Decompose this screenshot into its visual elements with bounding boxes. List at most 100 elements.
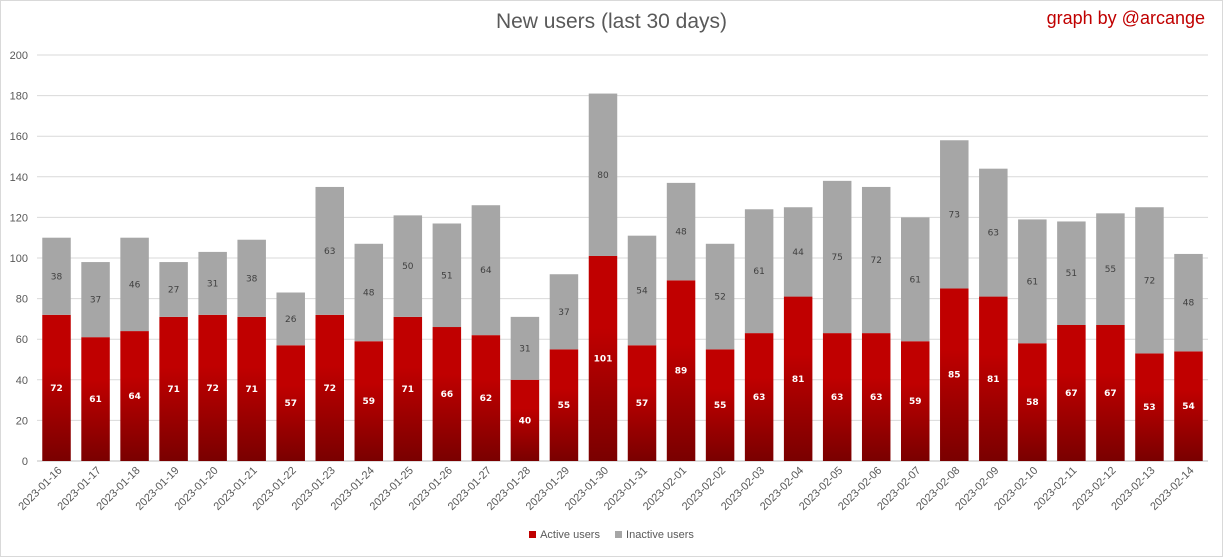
bars: 72 38 61 37 64 46 71 27 72 31 71 38 57 26 72 63 59 48 71 50… <box>42 93 1203 461</box>
y-tick-label: 80 <box>16 294 28 306</box>
data-label-inactive: 72 <box>1144 276 1155 286</box>
credit-label: graph by @arcange <box>1046 8 1205 28</box>
bar-active <box>783 296 813 461</box>
data-label-active: 101 <box>594 354 613 364</box>
bar-inactive <box>627 235 657 346</box>
data-label-inactive: 55 <box>1105 265 1116 275</box>
bar-active <box>159 316 188 461</box>
data-label-inactive: 51 <box>1066 269 1077 279</box>
data-label-active: 55 <box>714 401 727 411</box>
data-label-inactive: 48 <box>675 228 687 238</box>
bar-active <box>666 280 696 461</box>
bar-active <box>1174 351 1203 461</box>
bar-active <box>1096 324 1125 461</box>
y-tick-label: 0 <box>22 456 28 468</box>
bar-inactive <box>120 237 149 332</box>
bar-active <box>861 333 891 461</box>
bar-active <box>744 333 774 461</box>
bar-active <box>81 337 110 461</box>
bar-active <box>1135 353 1164 461</box>
bar-active <box>510 379 540 461</box>
y-tick-label: 160 <box>10 131 28 143</box>
data-label-active: 72 <box>323 384 336 394</box>
bar-inactive <box>705 243 735 350</box>
bar-active <box>979 296 1008 461</box>
data-label-active: 67 <box>1104 389 1117 399</box>
data-label-inactive: 46 <box>129 280 141 290</box>
y-tick-label: 180 <box>10 91 28 103</box>
bar-active <box>1018 343 1047 461</box>
bar-inactive <box>471 205 501 336</box>
bar-inactive <box>783 207 813 297</box>
data-label-inactive: 63 <box>324 247 335 257</box>
data-label-inactive: 73 <box>949 210 960 220</box>
data-label-inactive: 31 <box>207 279 218 289</box>
data-label-active: 71 <box>402 385 415 395</box>
data-label-active: 66 <box>441 390 454 400</box>
data-label-active: 55 <box>558 401 571 411</box>
bar-active <box>315 314 344 461</box>
data-label-active: 61 <box>89 395 102 405</box>
data-label-active: 57 <box>284 399 297 409</box>
y-tick-label: 40 <box>16 375 28 387</box>
bar-inactive <box>940 140 969 289</box>
data-label-active: 71 <box>245 385 258 395</box>
bar-active <box>588 255 618 461</box>
data-label-active: 57 <box>636 399 649 409</box>
legend-label-inactive: Inactive users <box>626 529 694 541</box>
data-label-inactive: 44 <box>792 248 804 258</box>
legend-item-active: Active users <box>529 529 600 541</box>
data-label-active: 67 <box>1065 389 1078 399</box>
data-label-inactive: 26 <box>285 315 297 325</box>
data-label-active: 72 <box>206 384 219 394</box>
bar-active <box>705 349 735 461</box>
bar-inactive <box>1057 221 1086 325</box>
data-label-active: 53 <box>1143 403 1156 413</box>
bar-inactive <box>81 262 110 338</box>
bar-inactive <box>237 239 266 317</box>
bar-inactive <box>901 217 930 342</box>
data-label-active: 59 <box>909 397 922 407</box>
data-label-active: 62 <box>480 394 493 404</box>
data-label-inactive: 61 <box>1027 277 1038 287</box>
data-label-active: 81 <box>987 375 1000 385</box>
y-tick-label: 140 <box>10 172 28 184</box>
bar-active <box>237 316 266 461</box>
bar-inactive <box>159 262 188 317</box>
bar-active <box>940 288 969 461</box>
data-label-inactive: 80 <box>597 171 609 181</box>
data-label-inactive: 52 <box>714 293 725 303</box>
bar-active <box>354 341 384 461</box>
y-tick-label: 60 <box>16 334 28 346</box>
bar-inactive <box>822 180 852 334</box>
bar-inactive <box>979 168 1008 297</box>
data-label-inactive: 61 <box>910 275 921 285</box>
bar-active <box>1057 324 1086 461</box>
data-label-active: 81 <box>792 375 805 385</box>
bar-inactive <box>1174 253 1203 352</box>
data-label-active: 85 <box>948 371 961 381</box>
data-label-active: 64 <box>128 392 141 402</box>
bar-inactive <box>744 209 774 334</box>
legend-label-active: Active users <box>540 529 600 541</box>
y-tick-label: 100 <box>10 253 28 265</box>
bar-inactive <box>432 223 462 328</box>
bar-active <box>627 345 657 461</box>
bar-active <box>471 335 501 461</box>
bar-inactive <box>42 237 71 315</box>
data-label-active: 63 <box>831 393 844 403</box>
bar-inactive <box>393 215 423 317</box>
bar-inactive <box>315 186 344 315</box>
data-label-inactive: 48 <box>1183 299 1195 309</box>
data-label-inactive: 51 <box>441 271 452 281</box>
y-tick-label: 200 <box>10 50 28 62</box>
legend: Active users Inactive users <box>0 529 1223 541</box>
grid-lines <box>37 54 1208 462</box>
x-axis: 2023-01-162023-01-172023-01-182023-01-19… <box>16 465 1196 513</box>
bar-inactive <box>588 93 618 256</box>
data-label-inactive: 31 <box>519 344 530 354</box>
bar-inactive <box>510 316 540 380</box>
data-label-inactive: 27 <box>168 285 179 295</box>
chart-title: New users (last 30 days) <box>495 10 728 33</box>
